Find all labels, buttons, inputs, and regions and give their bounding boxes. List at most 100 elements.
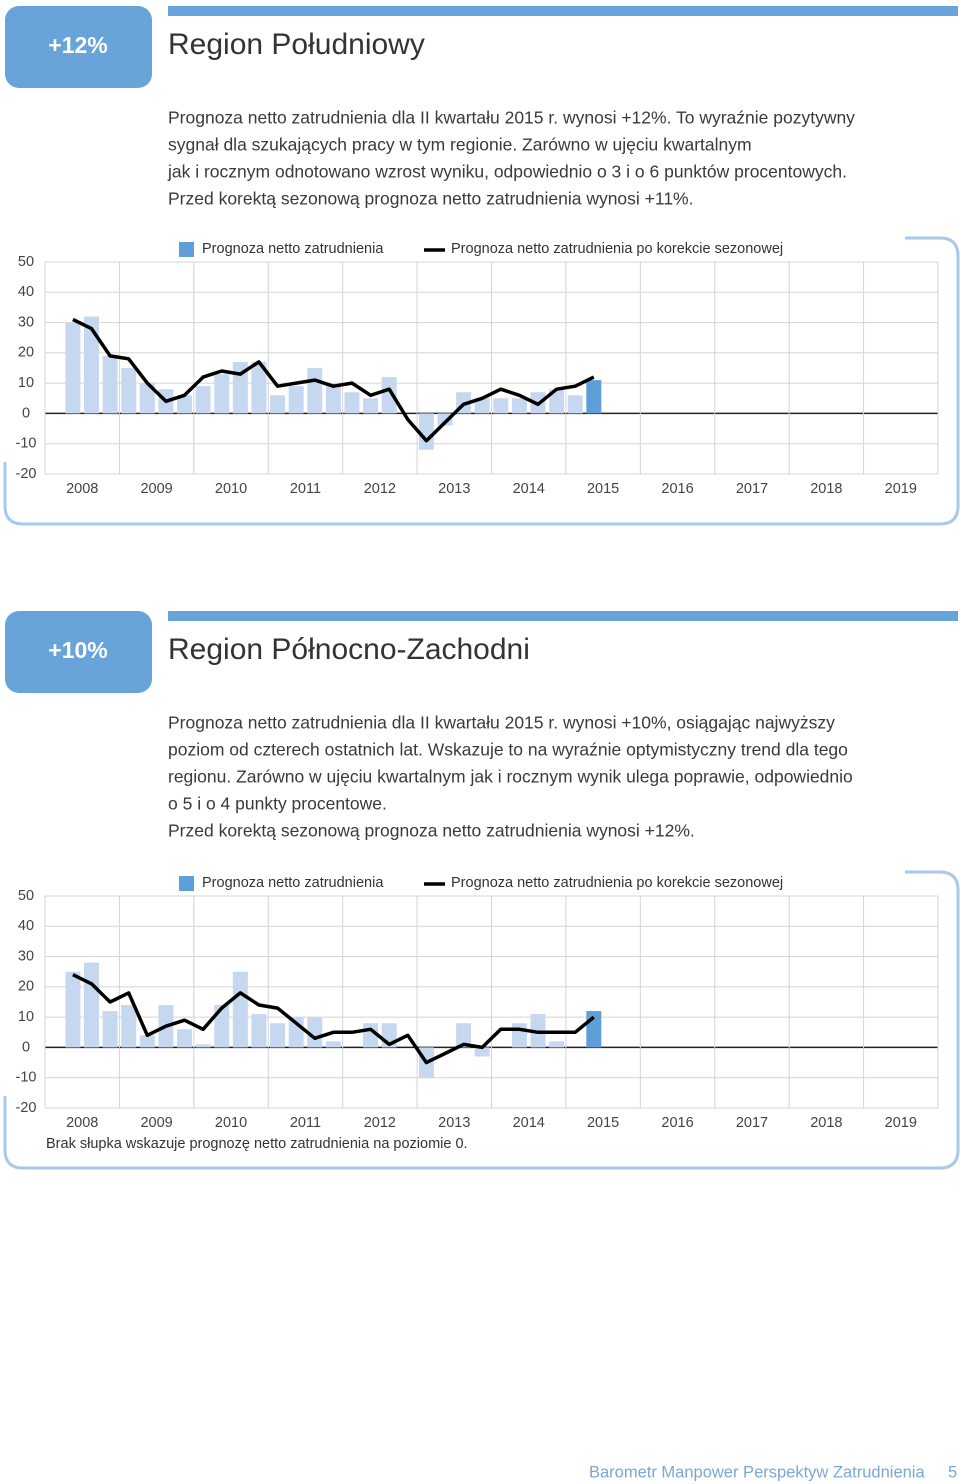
y-tick-label: 50 (18, 254, 34, 270)
bar (418, 413, 434, 450)
paragraph-line: poziom od czterech ostatnich lat. Wskazu… (168, 740, 848, 760)
chart-frame (3, 236, 960, 526)
x-tick-label: 2016 (661, 481, 693, 497)
bar (325, 383, 341, 414)
y-tick-label: 0 (22, 405, 30, 421)
line (72, 317, 595, 443)
chart-note: Brak słupka wskazuje prognozę netto zatr… (46, 1136, 468, 1152)
bar (177, 395, 193, 414)
header-bar (168, 6, 958, 16)
y-tick-label: -20 (16, 1100, 37, 1116)
x-tick-label: 2009 (140, 1115, 172, 1131)
x-tick-label: 2015 (587, 481, 619, 497)
bar (65, 322, 81, 414)
bar (456, 1023, 472, 1048)
bar (84, 962, 100, 1048)
section-title: Region Południowy (168, 28, 425, 61)
bar (139, 383, 155, 414)
footer-title: Barometr Manpower Perspektyw Zatrudnieni… (589, 1463, 925, 1481)
x-tick-label: 2018 (810, 481, 842, 497)
x-tick-label: 2013 (438, 1115, 470, 1131)
legend-swatch (179, 242, 194, 257)
bar (214, 1005, 230, 1048)
y-tick-label: 40 (18, 284, 34, 300)
paragraph-line: Prognoza netto zatrudnienia dla II kwart… (168, 108, 855, 128)
bar (586, 380, 602, 414)
x-tick-label: 2014 (513, 1115, 545, 1131)
x-tick-label: 2019 (885, 481, 917, 497)
x-tick-label: 2012 (364, 481, 396, 497)
x-tick-label: 2010 (215, 481, 247, 497)
bar (586, 1011, 602, 1048)
x-tick-label: 2008 (66, 1115, 98, 1131)
bar (493, 398, 509, 414)
x-tick-label: 2008 (66, 481, 98, 497)
x-tick-label: 2014 (513, 481, 545, 497)
bar (381, 377, 397, 414)
y-tick-label: -20 (16, 466, 37, 482)
x-tick-label: 2012 (364, 1115, 396, 1131)
bar (139, 1035, 155, 1048)
x-tick-label: 2011 (290, 1115, 321, 1131)
bar (177, 1029, 193, 1048)
bar (549, 389, 565, 414)
x-tick-label: 2010 (215, 1115, 247, 1131)
paragraph-line: Przed korektą sezonową prognoza netto za… (168, 821, 695, 841)
y-tick-label: 0 (22, 1039, 30, 1055)
bar (195, 386, 211, 414)
bar (121, 368, 137, 414)
bar (102, 1011, 118, 1048)
legend-label: Prognoza netto zatrudnienia po korekcie … (451, 875, 783, 891)
legend-label: Prognoza netto zatrudnienia po korekcie … (451, 241, 783, 257)
bar (307, 368, 323, 414)
x-tick-label: 2011 (290, 481, 321, 497)
bar (121, 1005, 137, 1048)
badge-text: +12% (48, 32, 107, 58)
bar (214, 374, 230, 414)
bar (251, 361, 267, 414)
bar (325, 1041, 341, 1048)
y-tick-label: 20 (18, 345, 34, 361)
paragraph-line: regionu. Zarówno w ujęciu kwartalnym jak… (168, 767, 853, 787)
legend-label: Prognoza netto zatrudnienia (202, 241, 384, 257)
bar (307, 1017, 323, 1048)
x-tick-label: 2019 (885, 1115, 917, 1131)
bar (84, 316, 100, 414)
x-tick-label: 2015 (587, 1115, 619, 1131)
x-tick-label: 2016 (661, 1115, 693, 1131)
y-tick-label: 30 (18, 314, 34, 330)
header-bar (168, 611, 958, 621)
bar (474, 1047, 490, 1057)
y-tick-label: -10 (16, 436, 37, 452)
bar (474, 398, 490, 414)
paragraph-line: Przed korektą sezonową prognoza netto za… (168, 189, 693, 209)
y-tick-label: -10 (16, 1070, 37, 1086)
y-tick-label: 50 (18, 888, 34, 904)
bar (195, 1044, 211, 1048)
bar (511, 1023, 527, 1048)
bar (511, 398, 527, 414)
bar (270, 1023, 286, 1048)
y-tick-label: 20 (18, 979, 34, 995)
y-tick-label: 40 (18, 918, 34, 934)
badge (5, 6, 152, 88)
x-tick-label: 2013 (438, 481, 470, 497)
bar (251, 1014, 267, 1048)
x-tick-label: 2017 (736, 1115, 768, 1131)
bar (363, 398, 379, 414)
y-tick-label: 10 (18, 375, 34, 391)
line (72, 973, 595, 1065)
bar (102, 355, 118, 414)
paragraph-line: Prognoza netto zatrudnienia dla II kwart… (168, 713, 835, 733)
bar (232, 971, 248, 1048)
bar (65, 971, 81, 1048)
paragraph-line: o 5 i o 4 punkty procentowe. (168, 794, 387, 814)
y-tick-label: 30 (18, 948, 34, 964)
bar (270, 395, 286, 414)
page-number: 5 (948, 1463, 957, 1481)
bar (567, 395, 583, 414)
x-tick-label: 2018 (810, 1115, 842, 1131)
paragraph-line: sygnał dla szukających pracy w tym regio… (168, 135, 752, 155)
